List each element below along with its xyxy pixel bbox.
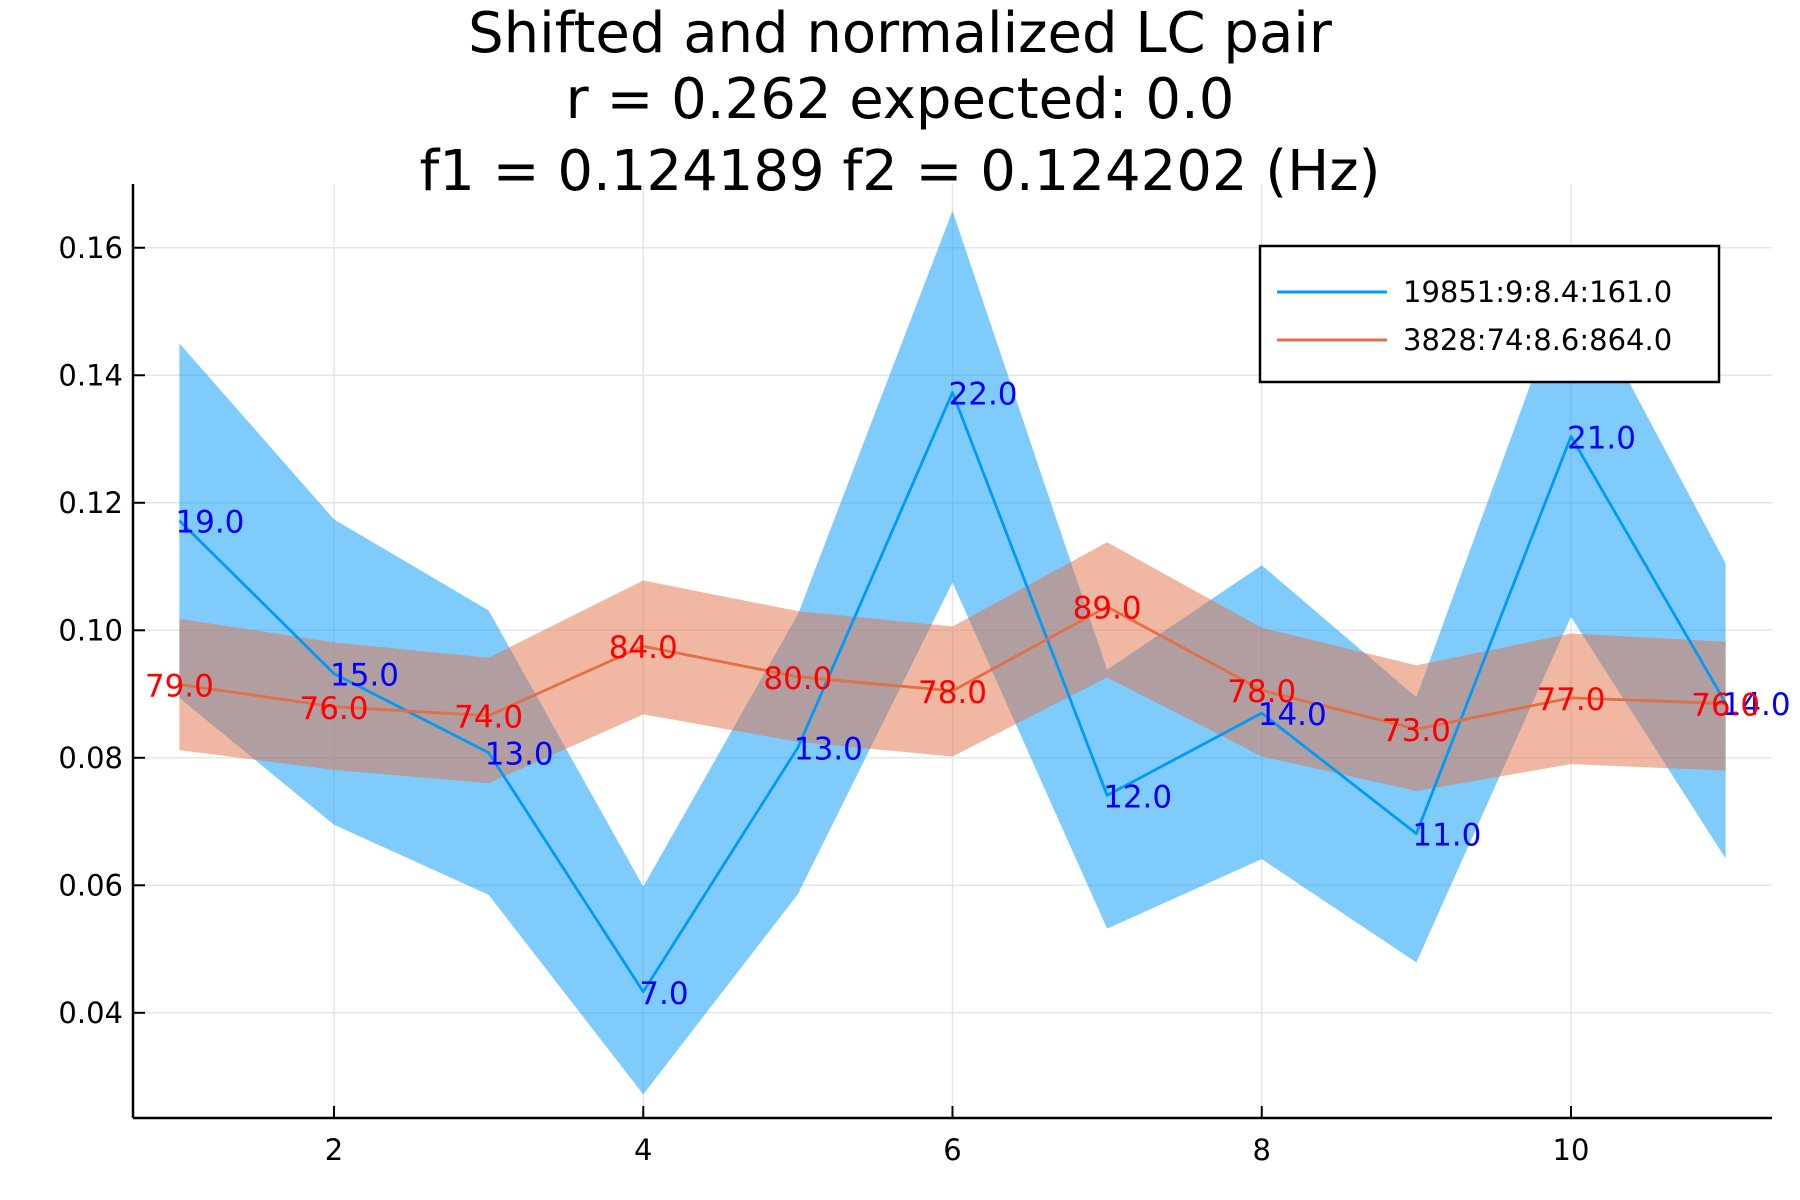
error-band-series-2 [179, 542, 1726, 791]
data-label-series-2: 77.0 [1536, 682, 1605, 718]
tick-labels: 2 4 6 8 10 0.04 0.06 0.08 0.10 0.12 0.14 0.16 [58, 231, 1589, 1167]
title-line-1: Shifted and normalized LC pair [468, 1, 1333, 66]
data-label-series-1: 12.0 [1103, 779, 1172, 815]
series-line-2 [179, 605, 1726, 731]
data-label-series-1: 21.0 [1567, 420, 1636, 456]
data-label-series-1: 15.0 [330, 658, 399, 694]
data-label-series-1: 7.0 [639, 976, 688, 1012]
data-label-series-1: 13.0 [794, 732, 863, 768]
series-line-1 [178, 391, 1727, 994]
data-label-series-1: 14.0 [1258, 697, 1327, 733]
data-label-series-2: 73.0 [1382, 713, 1451, 749]
data-label-series-1: 13.0 [485, 737, 554, 773]
x-tick-label: 8 [1253, 1133, 1271, 1167]
data-label-series-2: 78.0 [918, 675, 987, 711]
axes [131, 184, 1772, 1120]
chart-title: Shifted and normalized LC pair r = 0.262… [420, 1, 1381, 204]
x-tick-label: 4 [634, 1133, 652, 1167]
y-tick-label: 0.04 [58, 996, 123, 1030]
legend-box [1258, 244, 1721, 384]
legend-label-series-2: 3828:74:8.6:864.0 [1403, 323, 1672, 357]
x-tick-label: 10 [1553, 1133, 1590, 1167]
data-label-series-1: 22.0 [949, 376, 1018, 412]
data-labels: 19.0 15.0 13.0 7.0 13.0 22.0 12.0 14.0 11.0 21.0 1… [145, 376, 1791, 1011]
data-label-series-2: 79.0 [145, 668, 214, 704]
data-label-series-2: 76.0 [1691, 688, 1760, 724]
data-label-series-1: 11.0 [1412, 818, 1481, 854]
y-tick-label: 0.08 [58, 741, 123, 775]
data-label-series-2: 84.0 [609, 630, 678, 666]
data-label-series-1: 19.0 [175, 505, 244, 541]
data-label-series-2: 78.0 [1227, 674, 1296, 710]
x-tick-label: 2 [325, 1133, 343, 1167]
y-tick-label: 0.12 [58, 486, 123, 520]
x-tick-label: 6 [943, 1133, 961, 1167]
y-tick-label: 0.10 [58, 613, 123, 647]
legend-label-series-1: 19851:9:8.4:161.0 [1403, 275, 1672, 309]
legend: 19851:9:8.4:161.0 3828:74:8.6:864.0 [1258, 244, 1721, 384]
title-line-2: r = 0.262 expected: 0.0 [566, 67, 1235, 132]
title-line-3: f1 = 0.124189 f2 = 0.124202 (Hz) [420, 139, 1381, 204]
y-tick-label: 0.06 [58, 868, 123, 902]
data-label-series-2: 76.0 [299, 691, 368, 727]
data-label-series-2: 89.0 [1073, 591, 1142, 627]
data-label-series-1: 14.0 [1722, 687, 1791, 723]
y-tick-label: 0.16 [58, 231, 123, 265]
y-tick-label: 0.14 [58, 358, 123, 392]
data-label-series-2: 74.0 [454, 700, 523, 736]
data-label-series-2: 80.0 [763, 661, 832, 697]
series-lines [178, 391, 1727, 994]
